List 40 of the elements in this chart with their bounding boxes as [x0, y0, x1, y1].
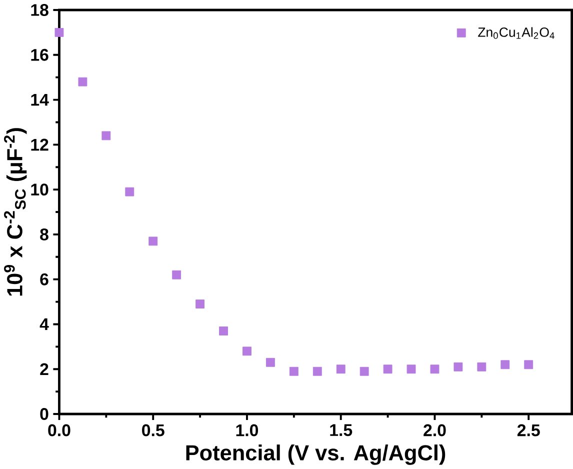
- x-tick-label: 1.0: [236, 424, 258, 436]
- y-tick-label: 16: [31, 48, 48, 61]
- point: [406, 364, 416, 374]
- legend-label: Zn$_{0}$Cu$_{1}$Al$_{2}$O$_{4}$: [478, 27, 554, 39]
- point: [266, 358, 275, 367]
- point: [148, 236, 158, 246]
- x-tick-label: 1.5: [330, 424, 352, 436]
- point: [500, 360, 510, 370]
- x-tick-label: 2.0: [424, 424, 446, 436]
- point: [430, 364, 440, 374]
- y-tick-label: 2: [40, 363, 48, 376]
- point: [383, 364, 392, 374]
- point: [289, 366, 298, 376]
- y-tick-label: 10: [31, 184, 48, 196]
- point: [360, 366, 369, 376]
- y-axis-title: 10$^{9}$ x C$^{-2}$$_{SC}$ (μF$^{-2}$): [4, 128, 27, 296]
- point: [219, 326, 228, 336]
- point: [454, 362, 463, 372]
- point: [312, 366, 322, 376]
- point: [172, 270, 182, 280]
- x-axis-title: Potencial (V vs. Ag/AgCl): [186, 444, 446, 465]
- x-tick-label: 0.5: [142, 424, 164, 436]
- x-tick-label: 2.5: [517, 424, 540, 436]
- point: [336, 364, 346, 374]
- point: [242, 346, 252, 356]
- point: [524, 360, 534, 370]
- y-tick-label: 8: [40, 228, 48, 240]
- point: [102, 131, 111, 140]
- y-tick-label: 4: [40, 318, 49, 330]
- point: [54, 28, 64, 37]
- point: [78, 77, 88, 86]
- y-tick-label: 6: [40, 273, 48, 286]
- y-tick-label: 18: [31, 4, 48, 16]
- y-tick-label: 0: [40, 408, 48, 420]
- point: [125, 187, 134, 196]
- y-tick-label: 14: [31, 94, 49, 106]
- point: [477, 362, 486, 372]
- x-tick-label: 0.0: [48, 424, 70, 436]
- y-tick-label: 12: [31, 138, 48, 151]
- point: [196, 300, 205, 309]
